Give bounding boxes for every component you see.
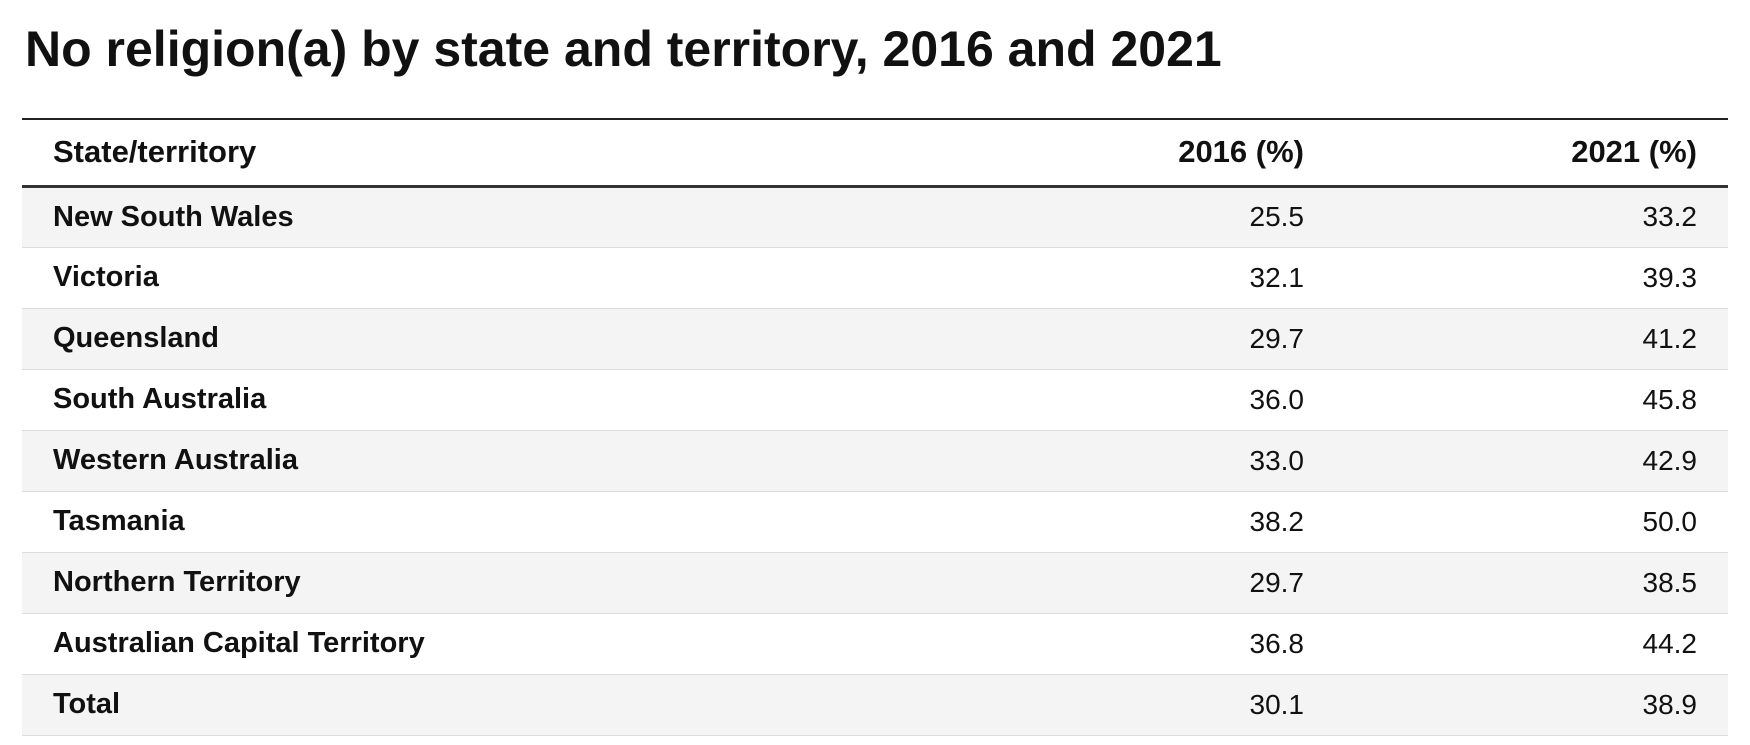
value-2021-cell: 38.5 xyxy=(1335,552,1728,614)
total-2016-cell: 30.1 xyxy=(1008,674,1335,736)
table-row-total: Total 30.1 38.9 xyxy=(22,674,1728,736)
state-name-cell: Victoria xyxy=(22,247,1008,309)
value-2016-cell: 29.7 xyxy=(1008,308,1335,370)
state-name-cell: Australian Capital Territory xyxy=(22,613,1008,675)
table-header-row: State/territory 2016 (%) 2021 (%) xyxy=(22,118,1728,188)
table-row: Victoria 32.1 39.3 xyxy=(22,247,1728,309)
value-2021-cell: 50.0 xyxy=(1335,491,1728,553)
value-2021-cell: 44.2 xyxy=(1335,613,1728,675)
value-2016-cell: 29.7 xyxy=(1008,552,1335,614)
value-2016-cell: 38.2 xyxy=(1008,491,1335,553)
table-row: Western Australia 33.0 42.9 xyxy=(22,430,1728,492)
column-header-2016: 2016 (%) xyxy=(1008,118,1335,188)
state-name-cell: Tasmania xyxy=(22,491,1008,553)
total-2021-cell: 38.9 xyxy=(1335,674,1728,736)
table-row: Australian Capital Territory 36.8 44.2 xyxy=(22,613,1728,675)
value-2016-cell: 36.0 xyxy=(1008,369,1335,431)
value-2016-cell: 36.8 xyxy=(1008,613,1335,675)
table-row: Tasmania 38.2 50.0 xyxy=(22,491,1728,553)
value-2016-cell: 33.0 xyxy=(1008,430,1335,492)
value-2021-cell: 33.2 xyxy=(1335,186,1728,248)
column-header-2021: 2021 (%) xyxy=(1335,118,1728,188)
state-name-cell: Queensland xyxy=(22,308,1008,370)
state-name-cell: Northern Territory xyxy=(22,552,1008,614)
table-row: Queensland 29.7 41.2 xyxy=(22,308,1728,370)
value-2016-cell: 25.5 xyxy=(1008,186,1335,248)
value-2021-cell: 45.8 xyxy=(1335,369,1728,431)
total-label-cell: Total xyxy=(22,674,1008,736)
value-2021-cell: 41.2 xyxy=(1335,308,1728,370)
table-row: South Australia 36.0 45.8 xyxy=(22,369,1728,431)
no-religion-table: State/territory 2016 (%) 2021 (%) New So… xyxy=(22,118,1728,736)
table-row: New South Wales 25.5 33.2 xyxy=(22,186,1728,248)
state-name-cell: South Australia xyxy=(22,369,1008,431)
state-name-cell: New South Wales xyxy=(22,186,1008,248)
column-header-state: State/territory xyxy=(22,118,1008,188)
page-title: No religion(a) by state and territory, 2… xyxy=(25,21,1222,77)
state-name-cell: Western Australia xyxy=(22,430,1008,492)
value-2021-cell: 42.9 xyxy=(1335,430,1728,492)
value-2016-cell: 32.1 xyxy=(1008,247,1335,309)
value-2021-cell: 39.3 xyxy=(1335,247,1728,309)
table-row: Northern Territory 29.7 38.5 xyxy=(22,552,1728,614)
